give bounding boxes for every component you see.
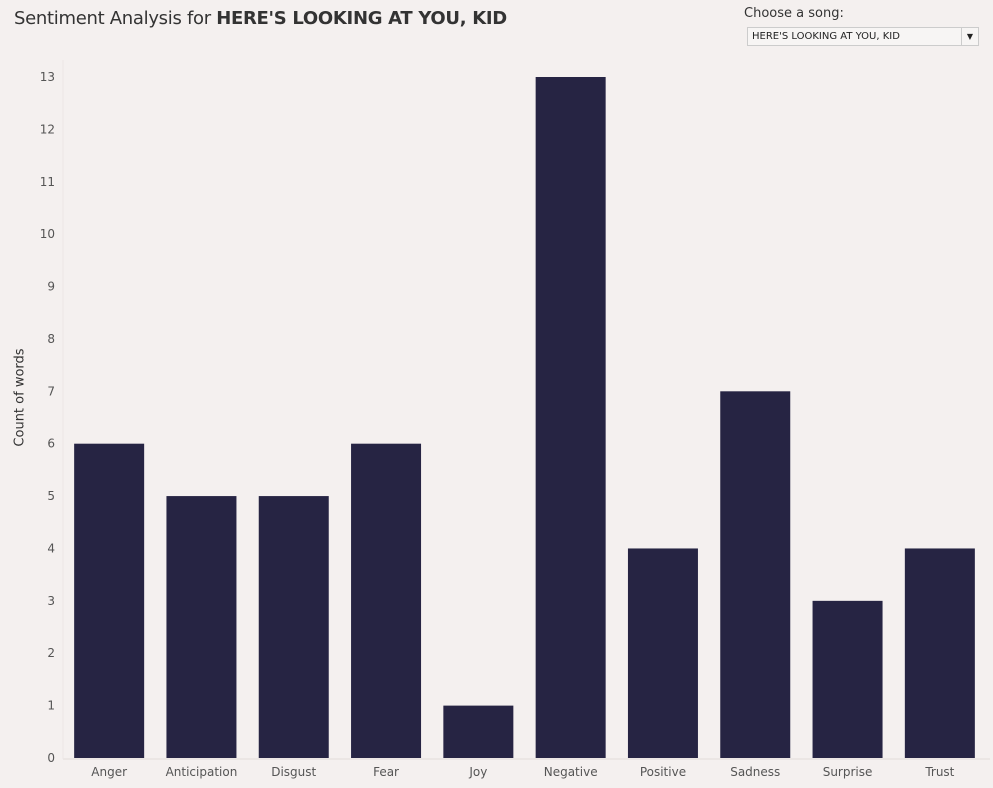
- chevron-down-icon[interactable]: ▼: [961, 28, 978, 45]
- y-tick-label: 8: [47, 332, 55, 346]
- y-tick-label: 2: [47, 646, 55, 660]
- bar-anticipation[interactable]: [166, 496, 237, 758]
- bar-joy[interactable]: [443, 705, 514, 758]
- y-tick-label: 1: [47, 699, 55, 713]
- y-tick-label: 3: [47, 594, 55, 608]
- bar-surprise[interactable]: [812, 600, 883, 758]
- y-tick-label: 5: [47, 489, 55, 503]
- y-tick-label: 11: [40, 175, 55, 189]
- song-selector-label: Choose a song:: [744, 6, 844, 21]
- x-tick-label: Surprise: [823, 765, 873, 779]
- song-selector-value: HERE'S LOOKING AT YOU, KID: [752, 31, 900, 42]
- bar-positive[interactable]: [627, 548, 698, 758]
- song-selector-dropdown[interactable]: HERE'S LOOKING AT YOU, KID ▼: [747, 27, 979, 46]
- title-song: HERE'S LOOKING AT YOU, KID: [216, 8, 507, 29]
- y-tick-label: 13: [40, 70, 55, 84]
- x-tick-label: Fear: [373, 765, 399, 779]
- y-tick-label: 7: [47, 384, 55, 398]
- y-tick-label: 6: [47, 437, 55, 451]
- bar-disgust[interactable]: [258, 496, 329, 758]
- x-tick-label: Sadness: [730, 765, 780, 779]
- x-tick-label: Positive: [640, 765, 686, 779]
- y-tick-label: 0: [47, 751, 55, 765]
- x-tick-label: Negative: [544, 765, 598, 779]
- y-tick-label: 4: [47, 541, 55, 555]
- y-tick-label: 10: [40, 227, 55, 241]
- bar-fear[interactable]: [351, 443, 422, 758]
- x-tick-label: Disgust: [271, 765, 316, 779]
- chart-title: Sentiment Analysis for HERE'S LOOKING AT…: [14, 8, 507, 29]
- title-prefix: Sentiment Analysis for: [14, 8, 217, 29]
- bar-negative[interactable]: [535, 77, 606, 758]
- x-tick-label: Anticipation: [166, 765, 238, 779]
- y-tick-label: 9: [47, 280, 55, 294]
- x-tick-label: Trust: [924, 765, 954, 779]
- bar-anger[interactable]: [74, 443, 145, 758]
- x-tick-label: Joy: [468, 765, 487, 779]
- bar-trust[interactable]: [904, 548, 975, 758]
- y-tick-label: 12: [40, 122, 55, 136]
- bar-sadness[interactable]: [720, 391, 791, 758]
- x-tick-label: Anger: [91, 765, 127, 779]
